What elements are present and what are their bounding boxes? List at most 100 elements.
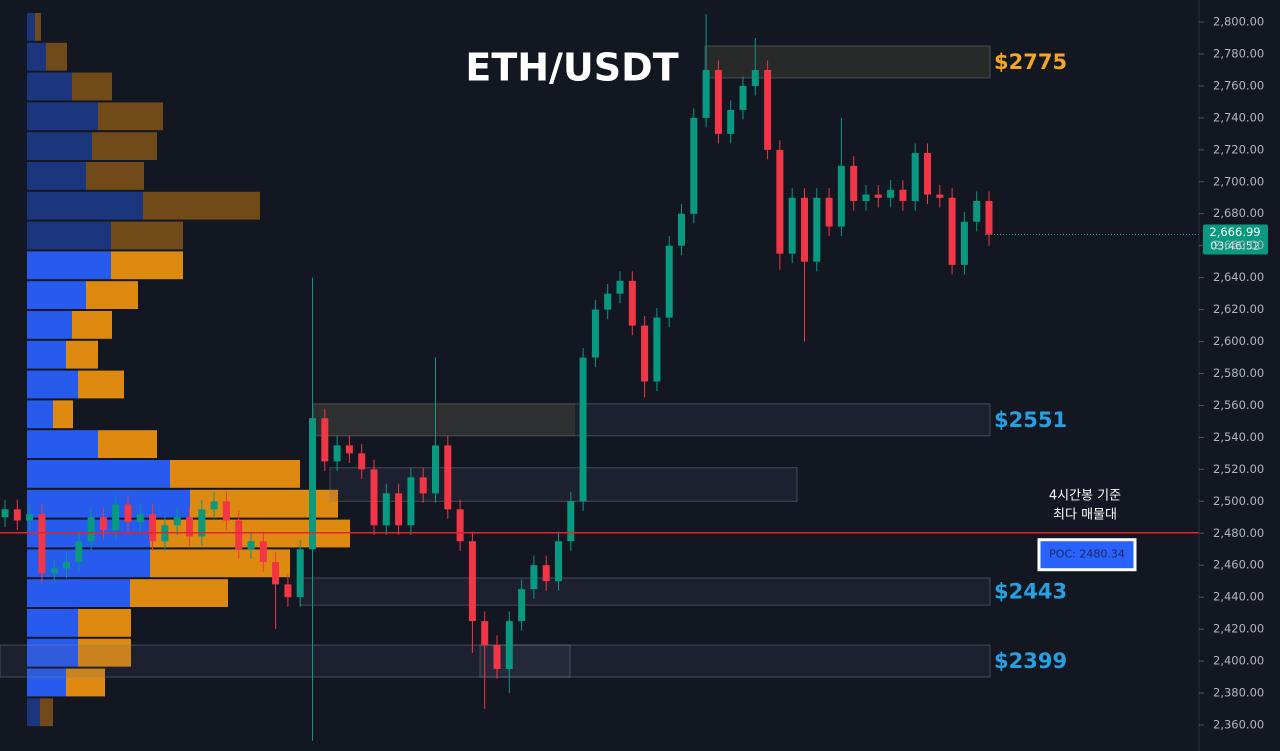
profile-sell [72,72,112,101]
candle-body [518,589,526,622]
candle-body [579,357,587,502]
candle-body [136,514,144,523]
candle-body [296,549,304,598]
candle-body [186,517,193,537]
zone-tint [313,403,575,436]
profile-sell [53,400,73,429]
candle-body [960,221,968,265]
profile-sell [35,13,41,41]
y-tick-label: 2,360.00 [1213,717,1264,731]
candle-body [284,584,292,598]
y-tick-label: 2,640.00 [1213,270,1264,284]
y-tick-label: 2,380.00 [1213,686,1264,700]
candle-body [432,445,439,494]
candle-body [739,85,747,110]
profile-sell [111,221,183,250]
countdown: 03:46:52 [1210,240,1259,253]
candles [1,14,993,741]
candle-body [911,153,919,201]
profile-sell [66,668,105,697]
profile-sell [78,609,131,637]
profile-buy [27,281,86,309]
zone-label: $2399 [994,649,1067,673]
profile-buy [27,251,111,280]
candle-body [591,309,599,358]
profile-buy [27,191,143,220]
poc-label: POC: 2480.34 [1049,548,1125,561]
y-tick-label: 2,560.00 [1213,398,1264,412]
candle-body [87,517,95,542]
candle-body [530,565,538,590]
profile-buy [27,102,98,131]
profile-sell [78,370,124,399]
candle-body [874,194,882,198]
profile-buy [27,72,72,101]
y-tick-label: 2,500.00 [1213,494,1264,508]
candle-body [887,189,895,198]
profile-buy [27,638,78,667]
candle-body [419,477,427,494]
candle-body [26,514,34,521]
candle-body [259,541,267,563]
candle-body [99,517,107,531]
profile-buy [27,460,170,488]
candle-body [493,645,501,670]
candle-body [149,514,157,542]
zone-label: $2551 [994,408,1067,432]
y-tick-label: 2,460.00 [1213,558,1264,572]
profile-buy [27,370,78,399]
candle-body [1,509,9,518]
candle-body [210,501,218,510]
candle-body [653,317,661,382]
y-tick-label: 2,440.00 [1213,590,1264,604]
candle-body [235,520,243,550]
zone [312,403,991,437]
profile-buy [27,698,40,727]
candle-body [727,109,735,134]
candle-body [850,165,858,201]
candle-body [272,562,280,585]
profile-sell [98,430,157,458]
profile-buy [27,489,190,518]
profile-buy [27,609,78,637]
candle-body [481,621,489,646]
profile-sell [92,132,157,160]
candle-body [764,69,772,150]
candle-body [604,293,612,310]
candle-body [222,501,230,521]
y-tick-label: 2,680.00 [1213,206,1264,220]
profile-sell [143,191,260,220]
profile-sell [170,460,300,488]
candle-body [247,541,255,550]
volume-profile [27,13,350,727]
profile-buy [27,162,86,190]
candle-body [38,514,46,574]
candle-body [924,153,931,195]
candle-body [198,509,206,537]
candle-body [936,194,944,198]
candle-body [788,197,796,254]
annotation: 4시간봉 기준 [1049,489,1121,504]
candle-body [50,568,58,574]
candle-body [665,245,673,318]
candle-body [358,453,366,470]
y-tick-label: 2,620.00 [1213,302,1264,316]
y-tick-label: 2,660.00 [1213,238,1264,252]
y-tick-label: 2,420.00 [1213,622,1264,636]
profile-sell [130,579,228,607]
price-tag [1203,224,1268,255]
candle-body [678,213,685,246]
profile-buy [27,668,66,697]
candle-body [309,418,316,550]
profile-sell [66,340,98,369]
candle-body [776,149,784,254]
y-tick-label: 2,480.00 [1213,526,1264,540]
zones: $2775 $2551 $2443 $2399 [0,45,1067,678]
y-tick-label: 2,760.00 [1213,78,1264,92]
y-tick-label: 2,700.00 [1213,174,1264,188]
candle-body [173,517,181,526]
candle-body [542,565,550,582]
